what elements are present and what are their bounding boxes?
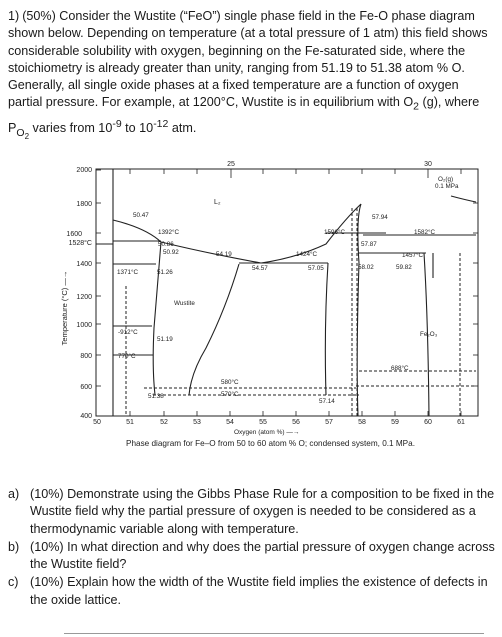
question-a-text: (10%) Demonstrate using the Gibbs Phase … — [30, 487, 495, 536]
label-1596: 1596°C — [324, 228, 346, 236]
bottom-divider — [64, 633, 484, 634]
label-570: 570°C — [221, 390, 239, 398]
plot-frame — [95, 168, 479, 417]
top-tick-25: 25 — [227, 161, 235, 168]
wustite-left-boundary — [152, 241, 162, 396]
label-1457: 1457°C — [402, 251, 424, 259]
liquidus-dome — [160, 203, 362, 264]
label-5126: 51.26 — [157, 269, 173, 276]
x-tick-54: 54 — [226, 419, 234, 426]
label-5802: 58.02 — [358, 264, 374, 271]
x-tick-marks — [129, 169, 462, 416]
x-tick-52: 52 — [160, 419, 168, 426]
label-mpa: 0.1 MPa — [435, 183, 459, 190]
problem-text-part-1: (50%) Consider the Wustite (“FeO”) singl… — [8, 9, 488, 110]
y-tick-1600: 1600 — [66, 231, 82, 238]
o2-subscript: 2 — [413, 101, 420, 113]
y-tick-1400: 1400 — [76, 261, 92, 268]
question-c-label: c) — [8, 575, 19, 590]
question-b-text: (10%) In what direction and why does the… — [30, 539, 495, 572]
x-tick-labels: 50 51 52 53 54 55 56 57 58 59 60 61 — [93, 419, 465, 426]
magnetite-left-boundary — [324, 262, 329, 396]
problem-statement: 1) (50%) Consider the Wustite (“FeO”) sin… — [8, 8, 496, 145]
phase-boundaries — [96, 169, 477, 417]
label-5794: 57.94 — [372, 214, 388, 221]
wustite-right-boundary — [188, 263, 240, 396]
problem-text-part-4: to 10 — [121, 121, 154, 136]
y-tick-1800: 1800 — [76, 201, 92, 208]
y-tick-marks — [96, 169, 478, 387]
x-tick-58: 58 — [358, 419, 366, 426]
o2-gas-curve — [450, 195, 477, 203]
liquidus-left — [112, 219, 162, 243]
dashed-lines — [125, 208, 476, 416]
diagram-caption: Phase diagram for Fe–O from 50 to 60 ato… — [126, 439, 415, 448]
label-5138: 51.38 — [148, 393, 164, 400]
label-770: 770°C — [118, 352, 136, 360]
label-l2: L₂ — [214, 199, 221, 206]
question-a: a) (10%) Demonstrate using the Gibbs Phas… — [8, 486, 498, 538]
label-580: 580°C — [221, 378, 239, 386]
label-1424: 1424°C — [296, 250, 318, 258]
label-5119: 51.19 — [157, 336, 173, 343]
label-5092: 50.92 — [163, 249, 179, 256]
label-912: -912°C — [118, 328, 138, 336]
label-5787: 57.87 — [361, 241, 377, 248]
question-c-text: (10%) Explain how the width of the Wusti… — [30, 575, 488, 607]
y-tick-400: 400 — [80, 413, 92, 420]
x-tick-60: 60 — [424, 419, 432, 426]
label-5457: 54.57 — [252, 265, 268, 272]
x-tick-50: 50 — [93, 419, 101, 426]
y-tick-600: 600 — [80, 384, 92, 391]
problem-number: 1) — [8, 9, 20, 23]
y-tick-1200: 1200 — [76, 294, 92, 301]
label-fe2o3: Fe₂O₃ — [420, 331, 438, 338]
label-5714: 57.14 — [319, 398, 335, 405]
label-1582: 1582°C — [414, 228, 436, 236]
label-5047: 50.47 — [133, 212, 149, 219]
x-tick-51: 51 — [126, 419, 134, 426]
x-tick-56: 56 — [292, 419, 300, 426]
label-5705: 57.05 — [308, 265, 324, 272]
x-tick-55: 55 — [259, 419, 267, 426]
magnetite-right-boundary — [356, 203, 362, 417]
x-axis-label: Oxygen (atom %) —→ — [234, 429, 299, 436]
question-list: a) (10%) Demonstrate using the Gibbs Phas… — [8, 486, 498, 610]
label-1371: 1371°C — [117, 268, 139, 276]
x-tick-59: 59 — [391, 419, 399, 426]
y-tick-labels: 2000 1800 1600 1528°C 1400 1200 1000 800… — [66, 167, 92, 420]
label-5982: 59.82 — [396, 264, 412, 271]
x-tick-57: 57 — [325, 419, 333, 426]
label-wustite: Wustite — [174, 300, 195, 307]
top-tick-30: 30 — [424, 161, 432, 168]
label-5086: 50.86 — [158, 241, 174, 248]
phase-diagram-svg: Temperature (°C) —→ 2000 1800 1600 1528°… — [60, 161, 479, 448]
y-tick-2000: 2000 — [76, 167, 92, 174]
problem-text-part-3: varies from 10 — [29, 121, 113, 136]
x-tick-53: 53 — [193, 419, 201, 426]
fe-o-phase-diagram: Temperature (°C) —→ 2000 1800 1600 1528°… — [56, 158, 496, 478]
problem-text-part-5: atm. — [168, 121, 197, 136]
x-tick-61: 61 — [457, 419, 465, 426]
y-axis-label: Temperature (°C) —→ — [60, 271, 69, 346]
label-5419: 54.19 — [216, 251, 232, 258]
y-tick-800: 800 — [80, 353, 92, 360]
po2-subscript: O2 — [16, 127, 30, 142]
diagram-labels: L₂ O₂(g) 0.1 MPa 50.47 1392°C 50.86 50.9… — [117, 176, 459, 405]
fe2o3-boundary — [423, 252, 430, 417]
y-tick-1528: 1528°C — [69, 239, 92, 247]
label-1392: 1392°C — [158, 228, 180, 236]
label-688: 688°C — [391, 364, 409, 372]
question-a-label: a) — [8, 487, 20, 501]
problem-text-part-2: (g), where P — [8, 95, 480, 136]
question-b: b) (10%) In what direction and why does t… — [8, 539, 498, 574]
question-c: c) (10%) Explain how the width of the Wus… — [8, 574, 498, 609]
question-b-label: b) — [8, 539, 20, 554]
exponent-2: -12 — [153, 118, 169, 131]
label-o2g: O₂(g) — [438, 176, 453, 183]
y-tick-1000: 1000 — [76, 322, 92, 329]
exponent-1: -9 — [112, 118, 122, 131]
